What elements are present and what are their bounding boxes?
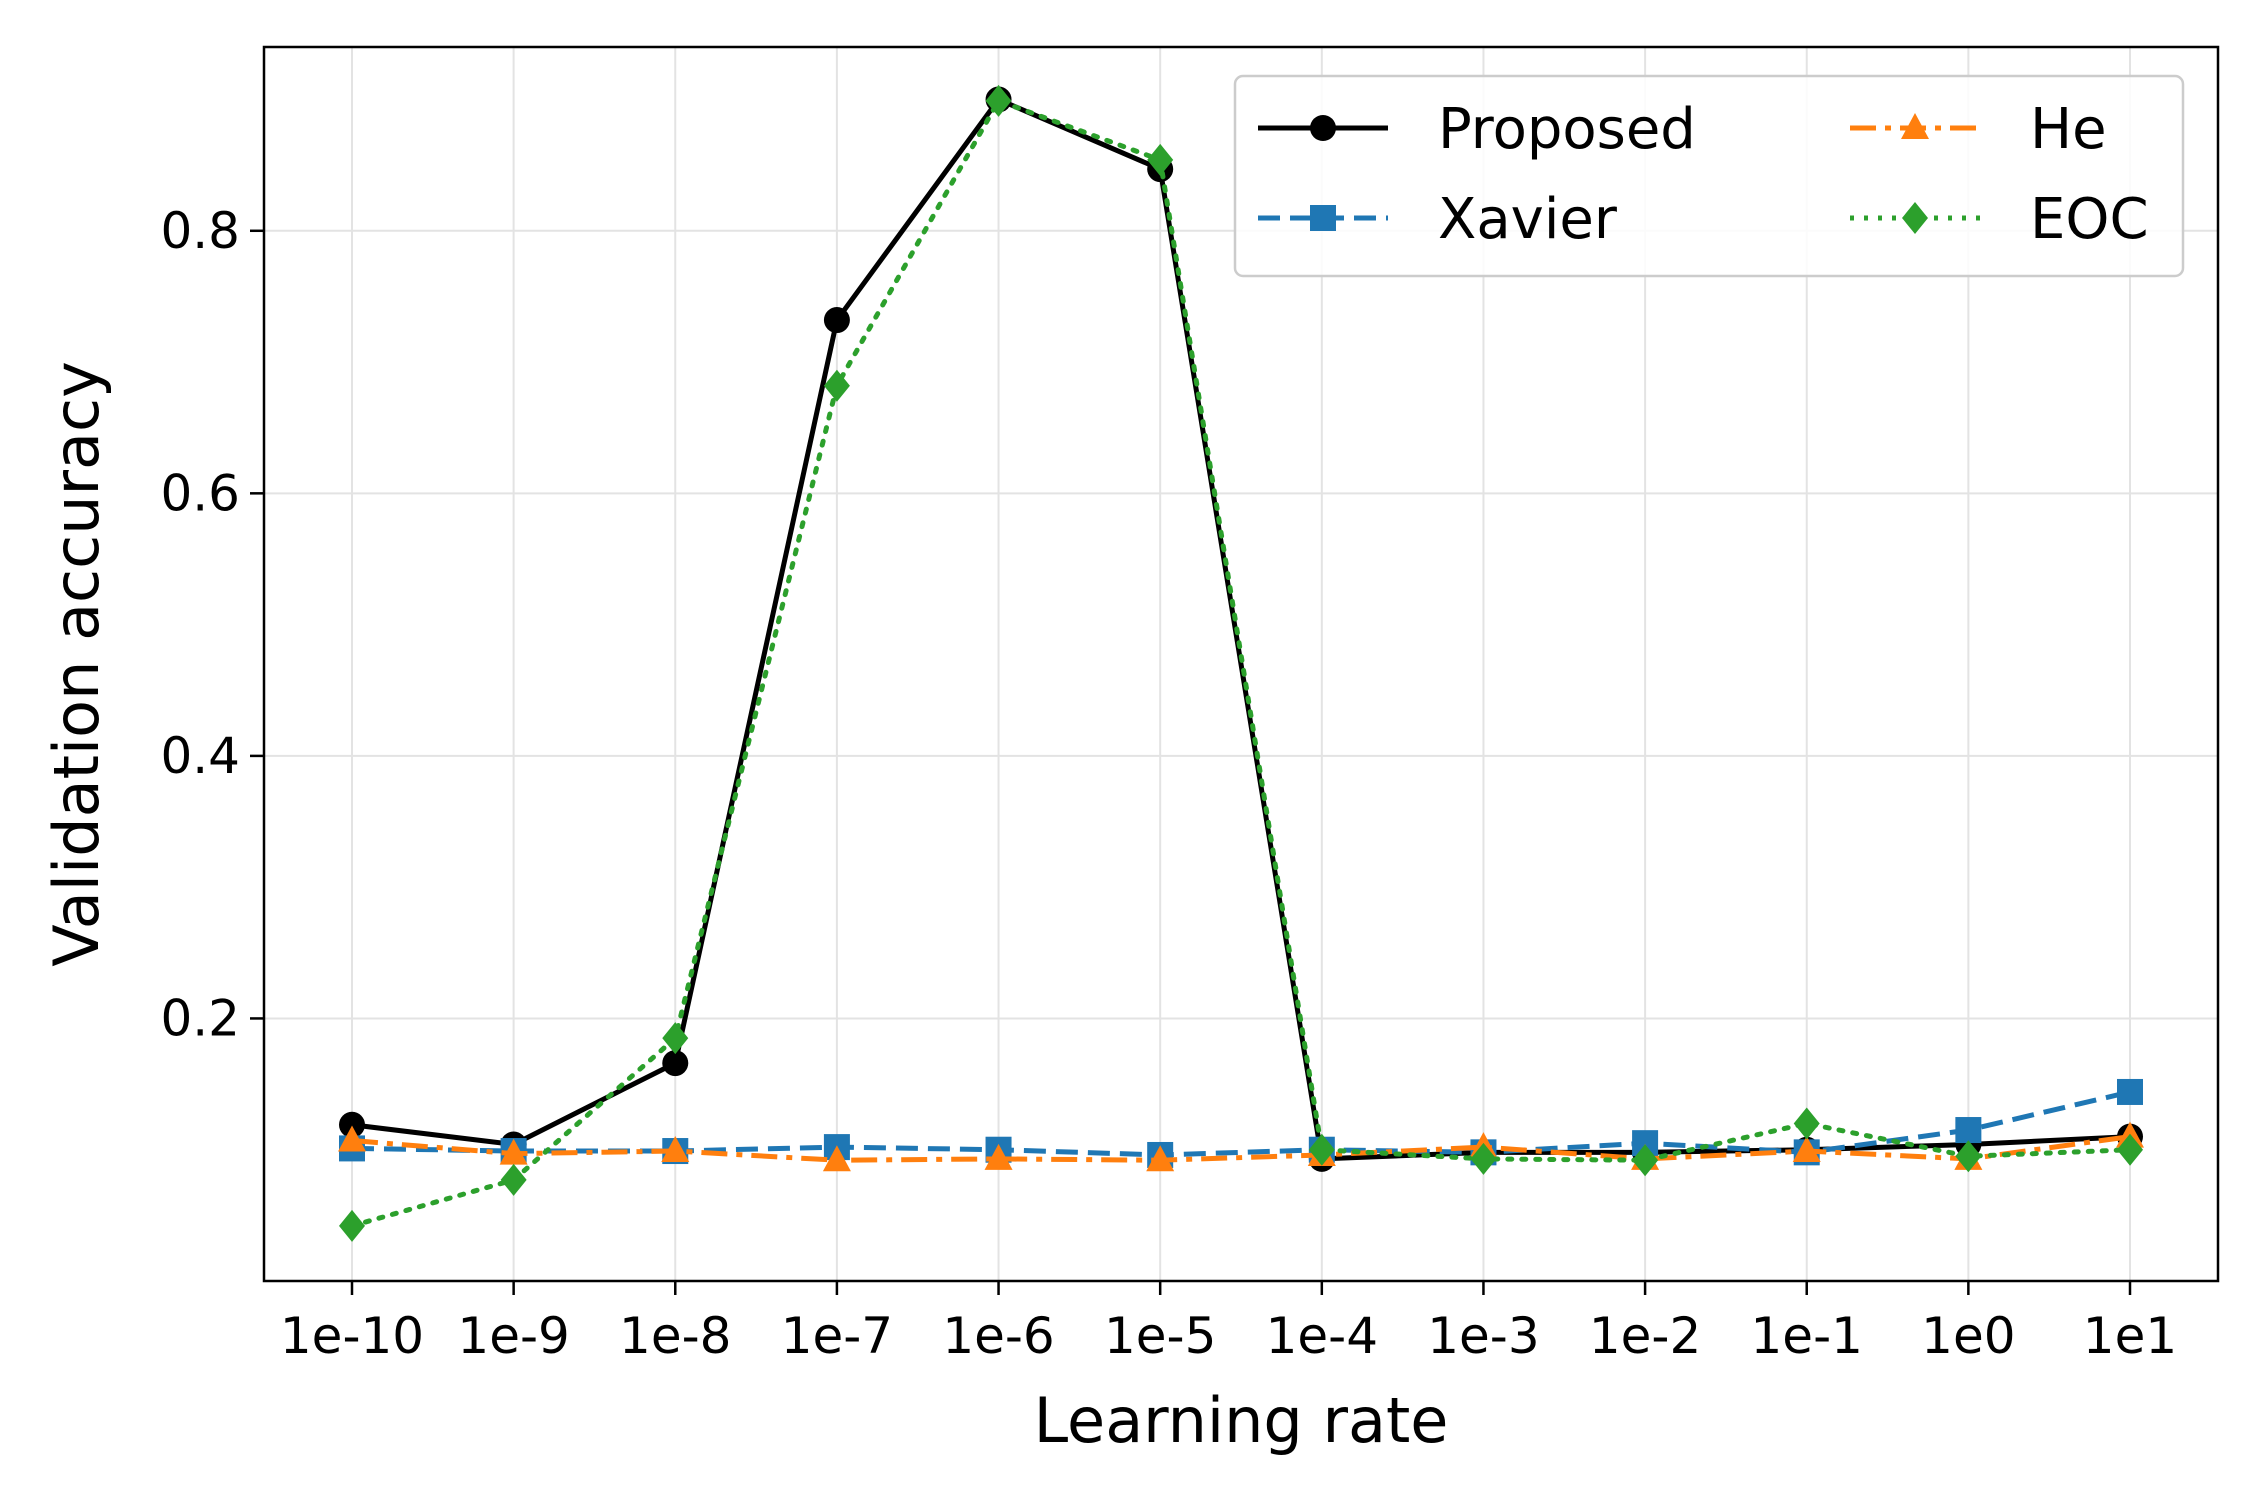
legend-label-xavier: Xavier bbox=[1438, 187, 1618, 252]
x-tick-label: 1e-7 bbox=[781, 1307, 893, 1365]
x-tick-label: 1e-6 bbox=[942, 1307, 1054, 1365]
data-point-eoc bbox=[1955, 1140, 1982, 1173]
series-line-xavier bbox=[351, 1089, 2131, 1158]
x-tick-label: 1e-3 bbox=[1427, 1307, 1539, 1365]
legend-label-eoc: EOC bbox=[2030, 187, 2149, 252]
y-axis-label: Validation accuracy bbox=[40, 361, 113, 967]
x-tick-label: 1e-9 bbox=[457, 1307, 569, 1365]
data-point-eoc bbox=[985, 84, 1012, 117]
legend-box bbox=[1233, 74, 2185, 278]
data-point-he bbox=[1792, 1136, 1821, 1163]
x-axis-label: Learning rate bbox=[1034, 1384, 1449, 1457]
legend-marker-he bbox=[1901, 113, 1929, 139]
data-point-eoc bbox=[2117, 1133, 2143, 1166]
y-tick-label: 0.4 bbox=[160, 727, 240, 785]
legend: Proposed Xavier He EOC bbox=[1233, 74, 2185, 278]
x-axis: 1e-10 1e-9 1e-8 1e-7 1e-6 1e-5 1e-4 1e-3 1e-2 1e-… bbox=[280, 1281, 2177, 1365]
y-tick-label: 0.6 bbox=[160, 464, 240, 522]
data-point-eoc bbox=[1632, 1144, 1659, 1177]
data-point-he bbox=[338, 1125, 366, 1152]
x-tick-label: 1e-5 bbox=[1104, 1307, 1216, 1365]
y-tick-label: 0.8 bbox=[160, 202, 240, 260]
legend-marker-eoc bbox=[1902, 202, 1928, 234]
legend-marker-proposed bbox=[1310, 115, 1336, 141]
data-point-he bbox=[822, 1145, 851, 1172]
x-tick-label: 1e-10 bbox=[280, 1307, 424, 1365]
legend-marker-xavier bbox=[1310, 205, 1336, 231]
legend-label-he: He bbox=[2030, 97, 2107, 162]
series-line-eoc bbox=[349, 98, 2133, 1229]
x-tick-label: 1e-4 bbox=[1266, 1307, 1378, 1365]
data-point-proposed bbox=[823, 307, 850, 334]
x-tick-label: 1e1 bbox=[2083, 1307, 2177, 1365]
data-point-he bbox=[984, 1143, 1013, 1170]
series-line-he bbox=[351, 1134, 2131, 1163]
series-group bbox=[338, 84, 2144, 1242]
data-point-eoc bbox=[662, 1022, 689, 1055]
data-point-xavier bbox=[1955, 1117, 1982, 1144]
plot-frame bbox=[262, 45, 2220, 1283]
x-tick-label: 1e0 bbox=[1921, 1307, 2015, 1365]
data-point-proposed bbox=[339, 1111, 365, 1138]
x-tick-label: 1e-2 bbox=[1589, 1307, 1701, 1365]
series-eoc bbox=[339, 84, 2143, 1242]
data-point-eoc bbox=[1147, 143, 1174, 176]
data-point-he bbox=[499, 1138, 528, 1165]
y-axis: 0.2 0.4 0.6 0.8 bbox=[160, 202, 264, 1047]
data-point-eoc bbox=[1793, 1107, 1820, 1140]
data-point-he bbox=[1146, 1145, 1175, 1172]
y-tick-label: 0.2 bbox=[160, 989, 240, 1047]
x-tick-label: 1e-8 bbox=[619, 1307, 731, 1365]
data-point-eoc bbox=[823, 369, 850, 402]
data-point-he bbox=[661, 1136, 690, 1163]
data-point-eoc bbox=[500, 1163, 527, 1196]
x-tick-label: 1e-1 bbox=[1751, 1307, 1863, 1365]
data-point-xavier bbox=[2117, 1078, 2143, 1105]
data-point-eoc bbox=[339, 1209, 365, 1242]
legend-label-proposed: Proposed bbox=[1438, 97, 1696, 162]
data-point-proposed bbox=[662, 1050, 689, 1077]
data-point-eoc bbox=[1308, 1133, 1335, 1166]
data-point-eoc bbox=[1470, 1142, 1497, 1175]
